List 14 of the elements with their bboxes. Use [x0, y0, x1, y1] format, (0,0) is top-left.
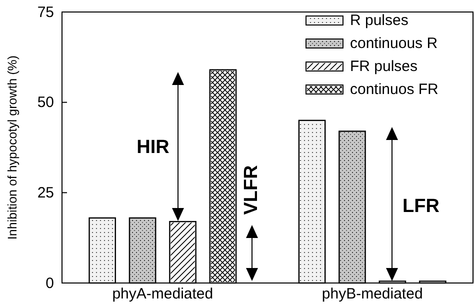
annotation: HIR	[136, 137, 170, 158]
y-tick-label: 75	[37, 4, 54, 21]
legend-label: continuous R	[350, 34, 438, 52]
y-tick-label: 0	[46, 274, 54, 292]
legend-label: R pulses	[350, 12, 408, 29]
annotation: VLFR	[241, 164, 262, 215]
legend-label: FR pulses	[350, 58, 418, 75]
x-tick-label: phyB-mediated	[322, 286, 423, 303]
y-tick-label: 25	[37, 184, 54, 202]
legend-label: continuos FR	[350, 80, 439, 98]
y-tick-label: 50	[37, 94, 54, 112]
annotation: LFR	[402, 196, 440, 218]
x-tick-label: phyA-mediated	[112, 286, 214, 303]
y-axis-title: Inhibition of hypocotyl growth (%)	[5, 55, 20, 240]
